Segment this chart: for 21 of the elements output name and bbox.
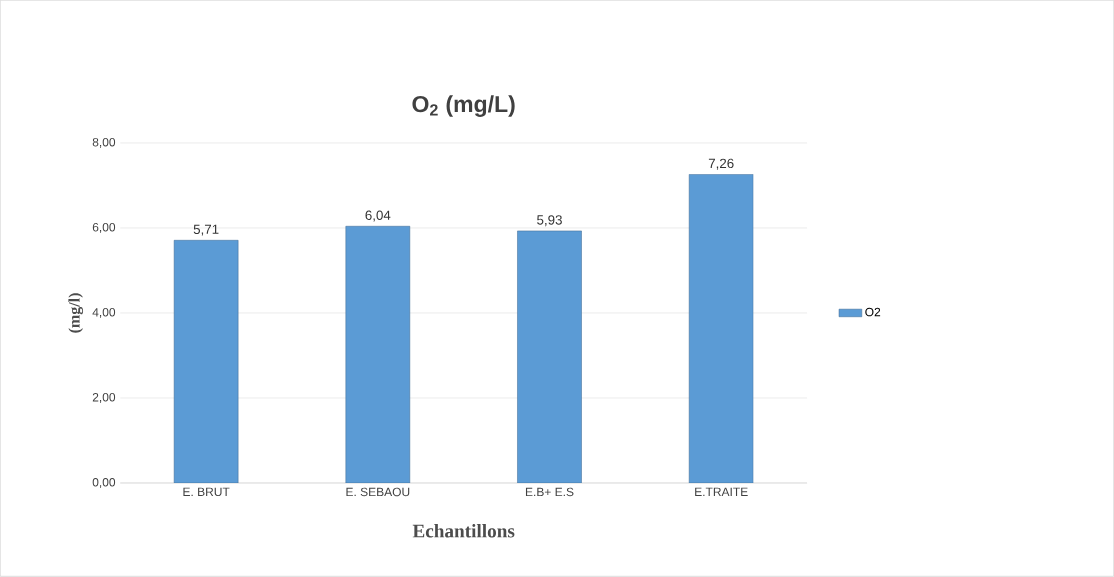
bar — [345, 226, 411, 484]
legend-label: O2 — [865, 307, 881, 317]
y-tick-label: 2,00 — [92, 393, 116, 404]
chart-title: O$_{2}$ (mg/L) — [412, 95, 515, 118]
data-label: 5,93 — [537, 215, 562, 227]
data-label: 6,04 — [365, 210, 391, 222]
data-label: 7,26 — [708, 158, 734, 170]
bar — [517, 230, 582, 484]
data-label: 5,71 — [193, 224, 219, 236]
y-tick-label: 0,00 — [92, 478, 116, 489]
y-tick-label: 8,00 — [92, 138, 116, 149]
x-tick-label: E.B+ E.S — [525, 487, 574, 497]
x-tick-label: E.TRAITE — [695, 487, 748, 497]
y-tick-label: 6,00 — [92, 223, 116, 234]
y-tick-label: 4,00 — [92, 308, 116, 319]
y-axis-title: (mg/l) — [68, 293, 84, 333]
bar — [173, 240, 239, 484]
x-tick-label: E. BRUT — [183, 487, 230, 497]
x-tick-label: E. SEBAOU — [346, 487, 410, 497]
x-axis-title: Echantillons — [412, 524, 515, 538]
bar — [688, 174, 754, 484]
